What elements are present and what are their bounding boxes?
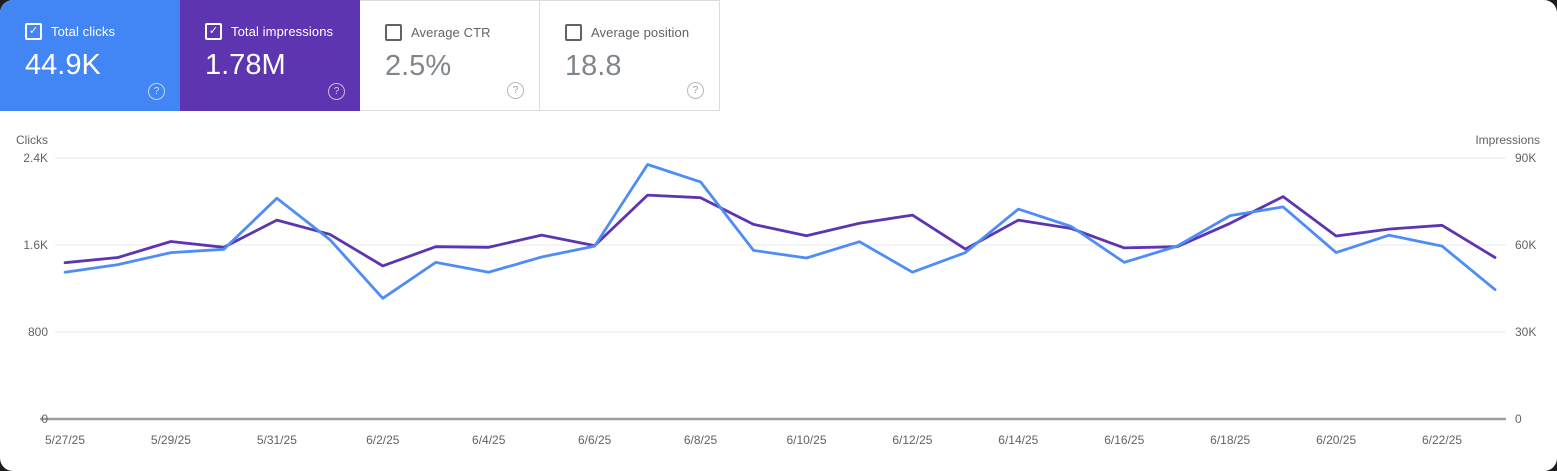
card-label: Total impressions	[231, 24, 334, 39]
x-axis-label: 5/27/25	[45, 433, 85, 447]
metric-card-total-clicks[interactable]: ✓ Total clicks 44.9K ?	[0, 0, 180, 111]
left-axis-title: Clicks	[16, 133, 48, 147]
right-axis-tick-label: 30K	[1515, 325, 1536, 339]
metric-card-average-ctr[interactable]: Average CTR 2.5% ?	[360, 0, 540, 111]
x-axis-label: 6/10/25	[786, 433, 826, 447]
x-axis-label: 5/29/25	[151, 433, 191, 447]
left-axis-tick-label: 1.6K	[23, 238, 48, 252]
x-axis-label: 6/22/25	[1422, 433, 1462, 447]
right-axis-title: Impressions	[1475, 133, 1540, 147]
x-axis-label: 6/6/25	[578, 433, 612, 447]
x-axis-label: 6/18/25	[1210, 433, 1250, 447]
total-impressions-value: 1.78M	[205, 49, 286, 81]
x-axis-label: 6/8/25	[684, 433, 718, 447]
card-label: Total clicks	[51, 24, 116, 39]
x-axis-label: 6/20/25	[1316, 433, 1356, 447]
x-axis-label: 6/16/25	[1104, 433, 1144, 447]
total-clicks-line	[63, 163, 1497, 300]
help-icon[interactable]: ?	[687, 82, 704, 99]
x-axis-label: 6/14/25	[998, 433, 1038, 447]
left-axis-tick-label: 800	[28, 325, 48, 339]
card-label: Average CTR	[411, 25, 491, 40]
checkbox-average-ctr[interactable]	[385, 24, 402, 41]
metric-card-total-impressions[interactable]: ✓ Total impressions 1.78M ?	[180, 0, 360, 111]
card-header: ✓ Total clicks	[25, 23, 164, 40]
card-label: Average position	[591, 25, 690, 40]
x-axis-label: 6/12/25	[892, 433, 932, 447]
help-icon[interactable]: ?	[328, 83, 345, 100]
total-clicks-value: 44.9K	[25, 49, 101, 81]
card-header: Average position	[565, 24, 703, 41]
right-axis-tick-label: 0	[1515, 412, 1522, 426]
checkbox-total-clicks[interactable]: ✓	[25, 23, 42, 40]
right-axis-tick-label: 60K	[1515, 238, 1536, 252]
left-axis-tick-label: 2.4K	[23, 151, 48, 165]
card-header: Average CTR	[385, 24, 523, 41]
left-axis-tick-label: 0	[41, 412, 48, 426]
checkbox-total-impressions[interactable]: ✓	[205, 23, 222, 40]
checkbox-average-position[interactable]	[565, 24, 582, 41]
help-icon[interactable]: ?	[148, 83, 165, 100]
card-header: ✓ Total impressions	[205, 23, 344, 40]
right-axis-tick-label: 90K	[1515, 151, 1536, 165]
metric-cards-row: ✓ Total clicks 44.9K ? ✓ Total impressio…	[0, 0, 720, 111]
x-axis-label: 6/2/25	[366, 433, 400, 447]
average-position-value: 18.8	[565, 50, 622, 82]
metric-card-average-position[interactable]: Average position 18.8 ?	[540, 0, 720, 111]
x-axis-label: 6/4/25	[472, 433, 506, 447]
help-icon[interactable]: ?	[507, 82, 524, 99]
x-axis-label: 5/31/25	[257, 433, 297, 447]
average-ctr-value: 2.5%	[385, 50, 452, 82]
